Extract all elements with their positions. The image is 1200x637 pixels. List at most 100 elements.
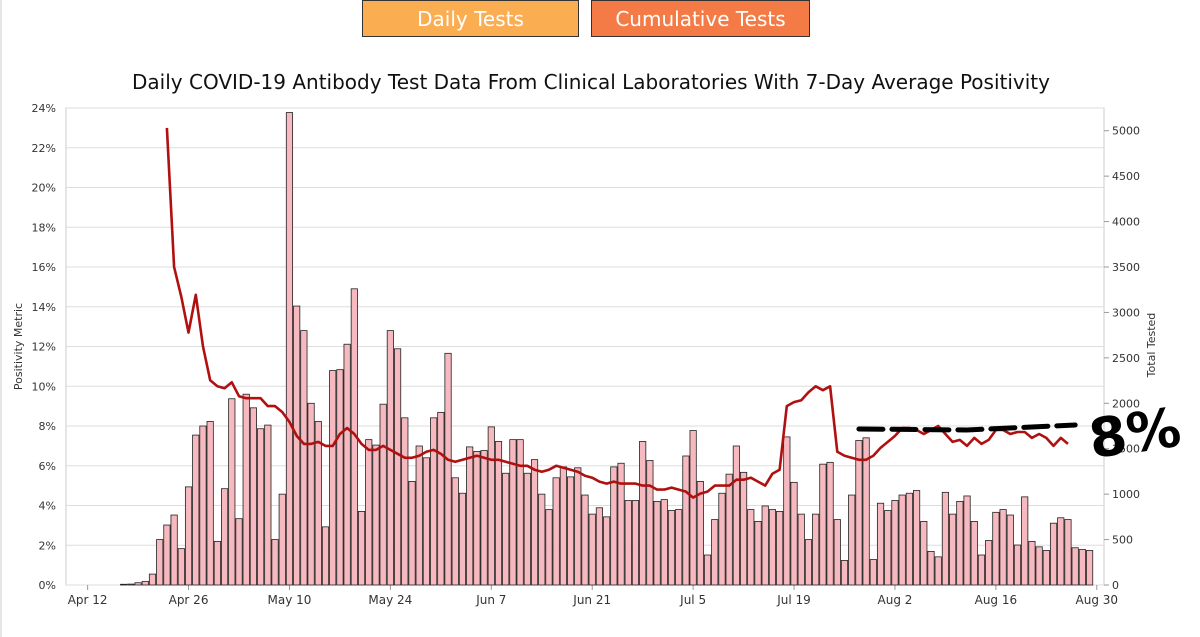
bar <box>372 444 380 586</box>
y-right-tick-label: 1000 <box>1112 488 1140 501</box>
y-right-tick-label: 2000 <box>1112 397 1140 410</box>
y-right-tick-label: 3000 <box>1112 306 1140 319</box>
x-tick-label: Jul 19 <box>776 593 811 607</box>
bar <box>660 499 668 586</box>
bar <box>134 582 142 586</box>
bar <box>1049 522 1058 586</box>
bar <box>941 491 949 586</box>
bar <box>300 330 308 586</box>
bar <box>812 513 820 586</box>
bar <box>120 583 128 586</box>
bar <box>163 524 171 586</box>
bar <box>876 502 885 586</box>
annotation-dashed-line <box>856 422 1078 433</box>
y-left-tick-label: 12% <box>32 341 56 354</box>
bar <box>494 441 503 586</box>
y-left-tick-label: 24% <box>32 102 56 115</box>
bar <box>278 493 286 586</box>
bar <box>523 472 531 586</box>
bar <box>502 472 510 586</box>
bar <box>473 451 481 586</box>
bar <box>538 493 546 586</box>
x-tick-label: May 10 <box>268 593 312 607</box>
bar <box>487 426 495 586</box>
bar <box>365 439 373 586</box>
bar <box>610 466 618 586</box>
bar <box>740 471 748 586</box>
bar <box>394 348 402 586</box>
y-right-tick-label: 0 <box>1112 579 1119 592</box>
bar <box>458 492 467 586</box>
y-left-axis-title: Positivity Metric <box>12 303 25 390</box>
bar <box>884 510 892 586</box>
bar <box>329 370 337 586</box>
bar <box>1078 549 1086 586</box>
bar <box>848 494 856 586</box>
bar <box>249 407 257 586</box>
bar <box>574 467 582 586</box>
x-tick-label: Aug 2 <box>878 593 913 607</box>
bar <box>1057 517 1065 586</box>
bar <box>689 430 697 586</box>
bar <box>235 518 243 586</box>
bar <box>747 509 755 586</box>
bar <box>451 477 459 586</box>
bar <box>963 495 971 586</box>
bar <box>675 509 683 586</box>
y-left-tick-label: 14% <box>32 301 56 314</box>
bar <box>920 521 928 586</box>
annotation-text: 8% <box>1085 396 1185 471</box>
bar <box>343 343 351 586</box>
positivity-line <box>165 127 1069 499</box>
bar <box>184 486 193 586</box>
bar <box>603 516 611 586</box>
bar <box>927 550 935 586</box>
bar <box>156 539 164 586</box>
y-left-tick-label: 10% <box>32 380 56 393</box>
bar <box>192 434 200 586</box>
bar <box>776 511 784 586</box>
bar <box>228 398 236 586</box>
bar <box>725 473 733 586</box>
bar <box>1086 550 1094 586</box>
bar <box>783 436 791 586</box>
bar <box>141 580 149 586</box>
daily-tests-button[interactable]: Daily Tests <box>362 0 579 37</box>
y-right-tick-label: 5000 <box>1112 125 1140 138</box>
bar <box>422 457 430 586</box>
x-tick-label: Jun 7 <box>475 593 506 607</box>
bar <box>869 559 877 586</box>
y-left-tick-label: 2% <box>39 539 56 552</box>
x-tick-label: Aug 16 <box>975 593 1018 607</box>
bar <box>1021 496 1029 586</box>
bar <box>567 476 575 586</box>
bar <box>285 112 294 586</box>
bar <box>408 481 416 586</box>
bar <box>1071 547 1079 586</box>
bar <box>985 540 993 586</box>
bar <box>177 548 185 586</box>
bar <box>516 439 524 586</box>
bar <box>1064 519 1072 586</box>
cumulative-tests-button[interactable]: Cumulative Tests <box>591 0 810 37</box>
bar <box>949 513 957 586</box>
bar <box>206 421 214 586</box>
bar <box>819 463 827 586</box>
bar <box>913 490 921 586</box>
bar <box>379 403 387 586</box>
x-tick-label: Apr 26 <box>169 593 209 607</box>
bar <box>639 441 647 586</box>
bar <box>466 446 474 586</box>
bar <box>956 501 964 586</box>
bar <box>833 519 841 586</box>
bar <box>934 556 942 586</box>
bar <box>624 500 632 586</box>
bar <box>293 305 301 586</box>
bar <box>682 455 690 586</box>
bar <box>221 488 229 586</box>
bar <box>1013 544 1022 586</box>
bar <box>732 445 740 586</box>
bar <box>1028 540 1036 586</box>
bar <box>386 330 394 586</box>
